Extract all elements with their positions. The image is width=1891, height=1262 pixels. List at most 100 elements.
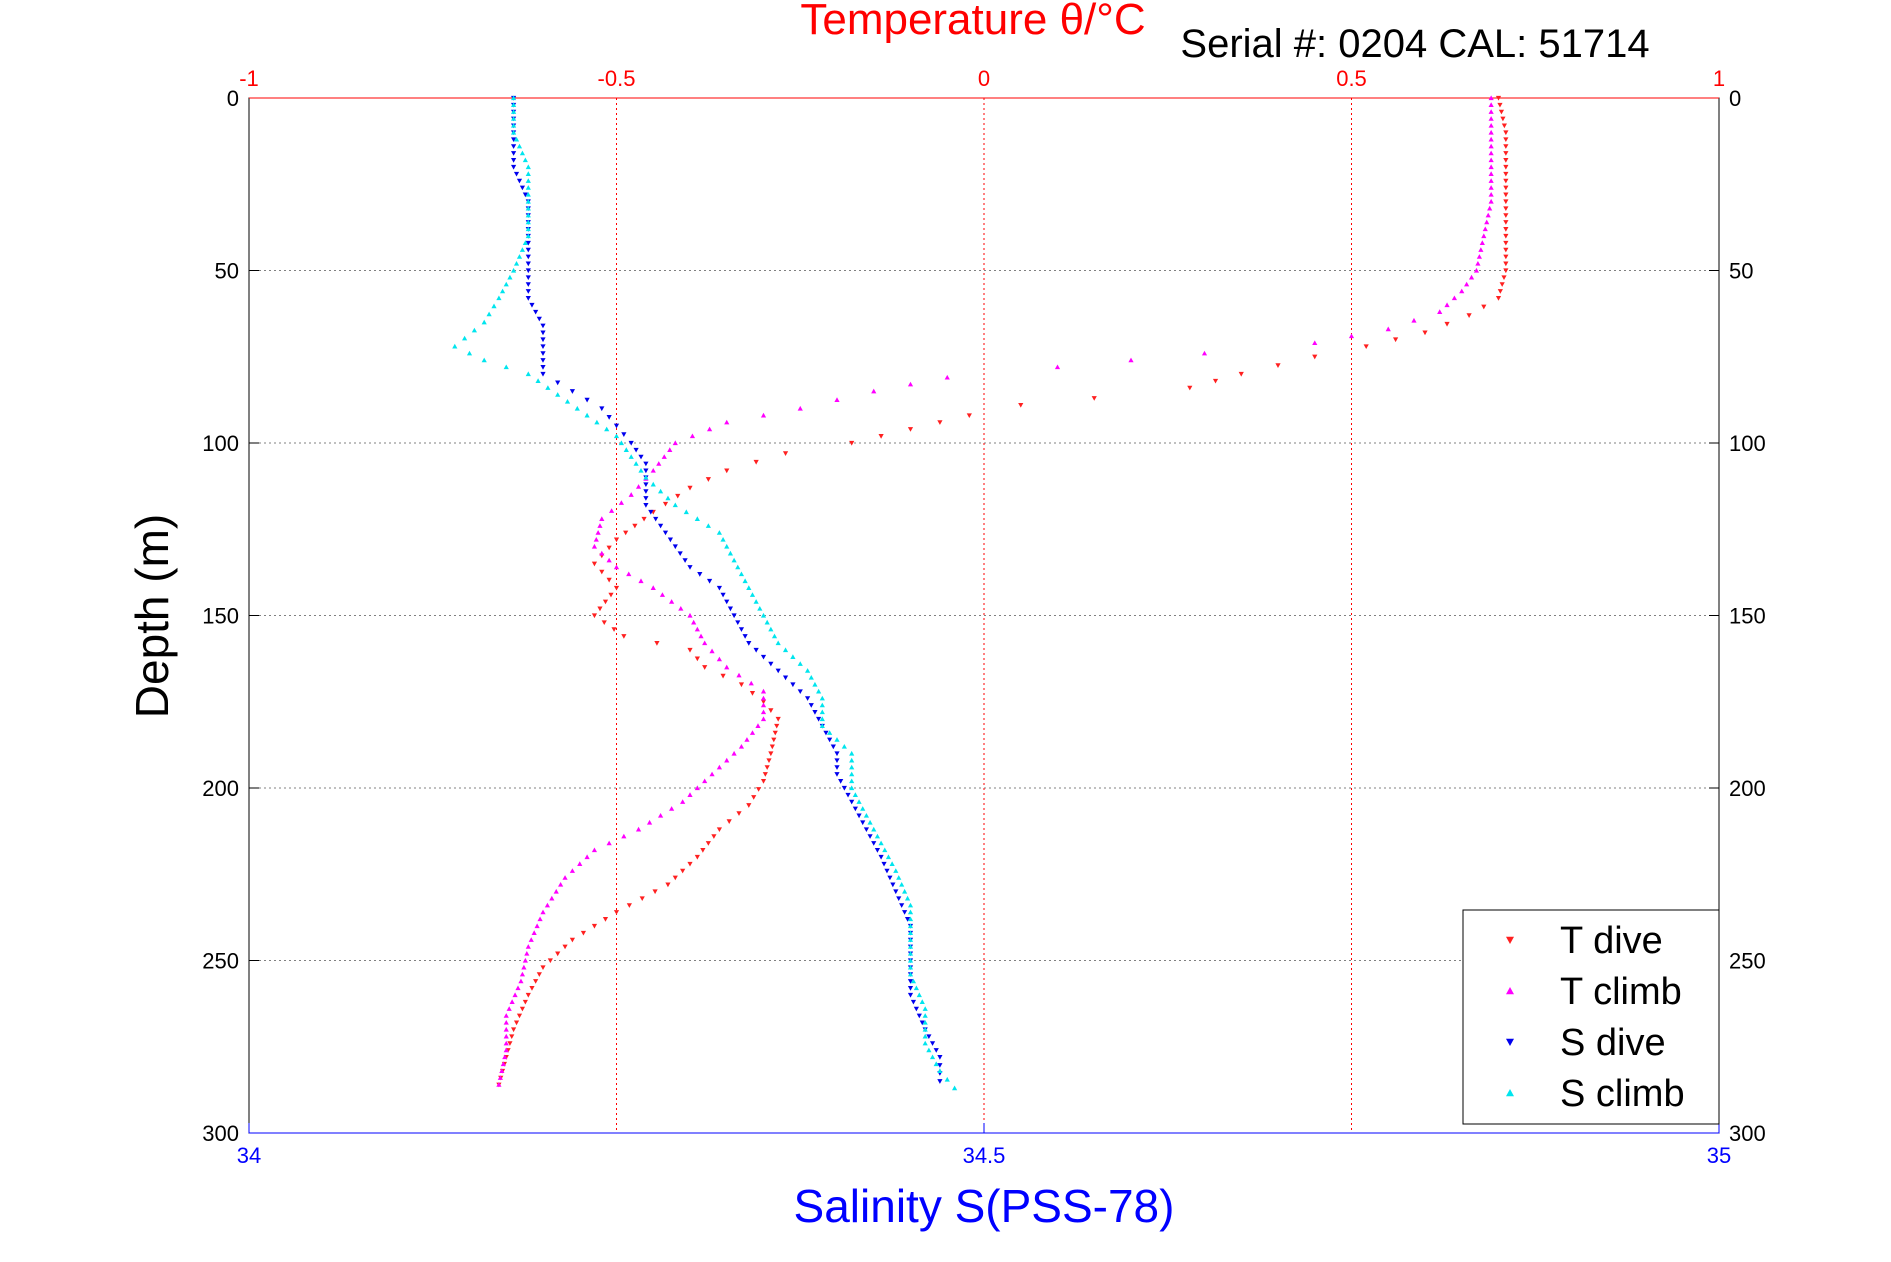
data-point-s-dive [753, 647, 759, 653]
data-point-s-climb [902, 888, 908, 894]
data-point-s-dive [621, 432, 627, 437]
data-point-s-dive [511, 144, 517, 149]
data-point-t-climb [518, 978, 524, 984]
data-point-s-dive [511, 158, 517, 163]
data-point-s-dive [808, 703, 814, 708]
data-point-t-climb [691, 619, 697, 625]
data-point-t-dive [597, 606, 603, 612]
data-point-s-climb [658, 488, 664, 494]
data-point-s-climb [511, 116, 517, 121]
data-point-t-climb [694, 626, 700, 632]
data-point-s-climb [519, 150, 526, 156]
data-point-t-dive [1503, 178, 1509, 184]
data-point-t-dive [753, 459, 759, 465]
data-point-s-climb [519, 247, 526, 252]
data-point-s-dive [760, 654, 767, 660]
data-point-t-dive [626, 903, 632, 908]
data-point-t-dive [751, 795, 757, 800]
data-point-s-climb [926, 1047, 932, 1053]
data-point-t-dive [1503, 192, 1509, 198]
data-point-t-climb [502, 1054, 508, 1060]
data-point-t-dive [513, 1020, 520, 1026]
data-point-s-climb [907, 944, 914, 949]
data-point-s-dive [525, 247, 531, 253]
temperature-tick-label: 0 [978, 66, 990, 91]
data-point-s-climb [764, 619, 770, 625]
data-point-t-climb [1411, 317, 1417, 323]
data-point-s-climb [613, 433, 620, 439]
data-point-t-dive [621, 634, 627, 639]
data-point-t-dive [716, 827, 722, 832]
data-point-t-climb [613, 564, 620, 570]
data-point-t-climb [591, 543, 598, 549]
data-point-s-dive [816, 716, 822, 722]
chart-title: Temperature θ/°C [800, 0, 1145, 44]
data-point-s-climb [849, 764, 855, 770]
data-point-s-dive [525, 240, 531, 246]
data-point-t-climb [1348, 333, 1355, 339]
data-point-t-dive [878, 434, 884, 439]
data-point-s-dive [838, 779, 844, 784]
data-point-s-dive [926, 1034, 932, 1039]
data-point-t-dive [613, 537, 620, 543]
data-point-t-climb [1488, 150, 1494, 156]
data-point-t-climb [871, 388, 877, 394]
data-point-s-climb [819, 709, 825, 715]
data-point-t-climb [694, 785, 700, 791]
data-point-t-climb [834, 397, 840, 402]
y-tick-label-right: 250 [1729, 949, 1766, 974]
data-point-s-dive [540, 330, 546, 336]
data-point-t-climb [540, 909, 546, 915]
data-point-s-climb [513, 261, 520, 266]
data-point-t-dive [639, 896, 645, 901]
data-point-s-dive [525, 289, 531, 294]
data-point-t-climb [521, 964, 527, 970]
data-point-t-climb [707, 426, 713, 432]
data-point-s-climb [749, 592, 756, 597]
data-point-t-climb [595, 530, 601, 535]
data-point-t-climb [638, 578, 644, 584]
data-point-t-dive [611, 627, 617, 632]
data-point-s-dive [913, 1006, 919, 1012]
data-point-t-climb [738, 744, 745, 749]
data-point-t-climb [528, 937, 534, 942]
legend-marker [1506, 1089, 1514, 1097]
data-point-t-dive [680, 868, 686, 874]
data-point-s-climb [499, 288, 506, 294]
data-point-t-dive [1187, 385, 1193, 391]
data-point-t-climb [537, 916, 543, 922]
data-point-s-dive [823, 730, 829, 736]
data-point-t-climb [1201, 350, 1208, 356]
data-point-t-climb [597, 523, 603, 528]
data-point-t-climb [709, 648, 715, 654]
data-point-t-climb [760, 688, 767, 694]
data-point-t-dive [516, 1013, 523, 1019]
data-point-t-climb [687, 612, 693, 618]
data-point-s-dive [540, 344, 546, 349]
data-point-s-dive [907, 992, 914, 998]
data-point-s-climb [513, 136, 520, 142]
data-point-t-dive [766, 758, 772, 763]
data-point-t-climb [628, 492, 634, 497]
data-point-s-climb [790, 654, 796, 659]
data-point-s-climb [452, 343, 458, 349]
data-point-s-climb [922, 1033, 928, 1039]
data-point-t-climb [1054, 364, 1061, 370]
data-point-t-climb [525, 944, 531, 949]
data-point-s-climb [893, 868, 899, 873]
data-point-t-dive [724, 468, 730, 474]
data-point-t-climb [760, 709, 767, 715]
data-point-s-dive [893, 889, 899, 895]
data-point-t-dive [519, 1006, 526, 1012]
data-point-s-climb [827, 730, 833, 735]
y-tick-label-left: 200 [202, 776, 239, 801]
data-point-t-climb [709, 771, 715, 777]
data-point-t-dive [1503, 247, 1509, 253]
data-point-s-climb [628, 454, 634, 459]
data-point-s-climb [481, 319, 487, 325]
data-point-s-dive [707, 578, 713, 584]
data-point-s-dive [790, 682, 796, 688]
data-point-t-dive [1500, 116, 1506, 122]
data-point-s-climb [907, 909, 914, 915]
data-point-t-climb [1488, 171, 1494, 176]
